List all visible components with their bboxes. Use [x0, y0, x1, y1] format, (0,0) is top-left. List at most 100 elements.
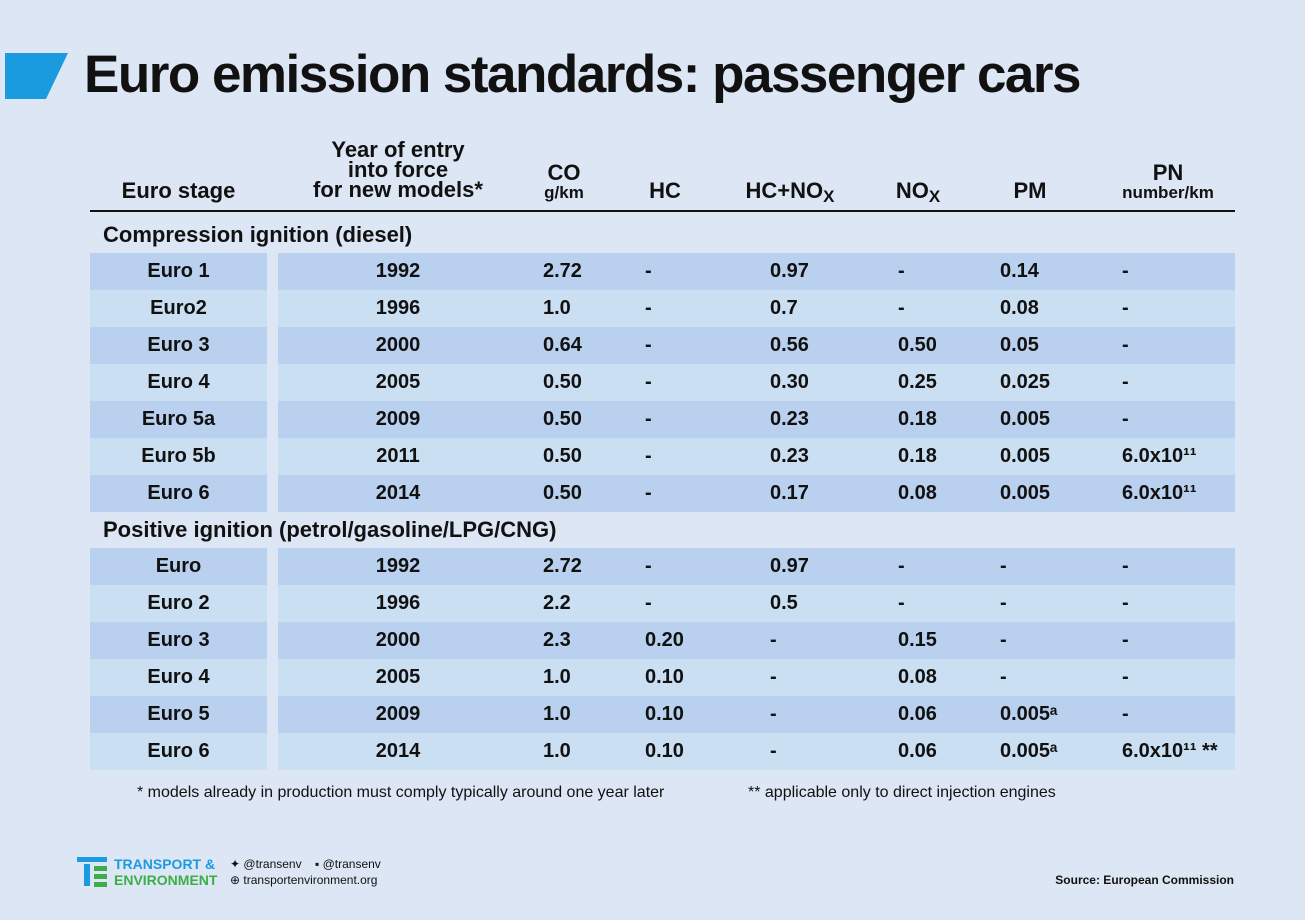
row-bg: [90, 585, 267, 622]
cell: 0.23: [770, 445, 809, 467]
cell: -: [645, 371, 652, 393]
header-year: into force: [347, 157, 449, 182]
row-bg: [278, 548, 1235, 585]
header-cell: PN: [1088, 162, 1248, 184]
cell: 0.97: [770, 260, 809, 282]
header-sub: X: [928, 187, 941, 206]
cell: 0.7: [770, 297, 798, 319]
cell: -: [1122, 555, 1129, 577]
section-title: Compression ignition (diesel): [103, 222, 413, 247]
cell: 1996: [375, 297, 421, 319]
header-year: Year of entry: [331, 137, 465, 162]
cell: -: [770, 629, 777, 651]
row-bg: [90, 253, 267, 290]
cell: 2.3: [543, 629, 571, 651]
cell: 0.005: [1000, 482, 1051, 504]
cell: Euro 1: [147, 260, 210, 282]
header-stage: Euro stage: [121, 178, 236, 203]
cell: 6.0x10¹¹: [1122, 482, 1197, 504]
header-cell: HC: [585, 180, 745, 202]
row-bg: [278, 327, 1235, 364]
cell: Euro 5b: [141, 445, 216, 467]
cell: 1.0: [543, 666, 571, 688]
row-bg: [90, 548, 267, 585]
cell: 2014: [375, 740, 421, 762]
cell: 0.10: [645, 703, 684, 725]
cell: 2.2: [543, 592, 571, 614]
cell: 0.10: [645, 740, 684, 762]
header-label: HC+NO: [745, 178, 824, 203]
row-bg: [90, 327, 267, 364]
cell: -: [645, 482, 652, 504]
cell: Euro2: [150, 297, 207, 319]
cell: 2000: [375, 629, 421, 651]
cell: -: [898, 260, 905, 282]
cell: 0.14: [1000, 260, 1039, 282]
row-bg: [90, 438, 267, 475]
cell: 6.0x10¹¹: [1122, 445, 1197, 467]
row-bg: [90, 659, 267, 696]
cell: -: [1000, 592, 1007, 614]
cell: -: [1122, 408, 1129, 430]
header-sub: X: [823, 187, 835, 206]
cell: 1996: [375, 592, 421, 614]
cell: -: [645, 408, 652, 430]
cell: -: [1122, 334, 1129, 356]
twitter: ✦ @transenv: [230, 857, 302, 871]
logo: [77, 857, 107, 887]
cell: 0.18: [898, 445, 937, 467]
facebook-handle: @transenv: [322, 857, 381, 871]
cell: 1992: [375, 555, 421, 577]
cell: 0.50: [543, 445, 582, 467]
cell: 2005: [375, 666, 421, 688]
cell: 0.23: [770, 408, 809, 430]
cell: -: [898, 297, 905, 319]
header-label: NO: [895, 178, 929, 203]
cell: 0.50: [898, 334, 937, 356]
facebook: ▪ @transenv: [315, 857, 381, 871]
cell: 0.30: [770, 371, 809, 393]
cell: 0.005: [1000, 408, 1051, 430]
cell: Euro 3: [147, 629, 210, 651]
row-bg: [90, 622, 267, 659]
cell: -: [1122, 629, 1129, 651]
cell: 0.18: [898, 408, 937, 430]
brand: ENVIRONMENT: [114, 872, 218, 888]
cell: 0.64: [543, 334, 582, 356]
cell: 0.25: [898, 371, 937, 393]
cell: 0.005ᵃ: [1000, 703, 1058, 725]
cell: -: [770, 740, 777, 762]
brand: TRANSPORT &: [114, 856, 216, 872]
row-bg: [278, 659, 1235, 696]
cell: 0.15: [898, 629, 937, 651]
header-label: CO: [547, 160, 581, 185]
cell: 0.08: [898, 482, 937, 504]
row-bg: [278, 253, 1235, 290]
cell: -: [645, 334, 652, 356]
row-bg: [90, 401, 267, 438]
cell: Euro 4: [147, 666, 210, 688]
header-cell: NOX: [838, 178, 998, 207]
cell: 2009: [375, 703, 421, 725]
cell: Euro 2: [147, 592, 210, 614]
cell: -: [1122, 297, 1129, 319]
row-bg: [278, 290, 1235, 327]
header-cell: CO: [484, 162, 644, 184]
cell: 0.5: [770, 592, 798, 614]
footnote: ** applicable only to direct injection e…: [748, 784, 1056, 801]
cell: Euro 6: [147, 740, 210, 762]
cell: 1992: [375, 260, 421, 282]
row-bg: [90, 364, 267, 401]
header-unit: number/km: [1122, 183, 1214, 202]
cell: 2005: [375, 371, 421, 393]
cell: 0.56: [770, 334, 809, 356]
row-bg: [278, 401, 1235, 438]
cell: 0.50: [543, 482, 582, 504]
cell: -: [645, 297, 652, 319]
cell: -: [898, 592, 905, 614]
cell: 0.08: [898, 666, 937, 688]
cell: Euro: [155, 555, 202, 577]
cell: -: [1000, 666, 1007, 688]
cell: 2000: [375, 334, 421, 356]
